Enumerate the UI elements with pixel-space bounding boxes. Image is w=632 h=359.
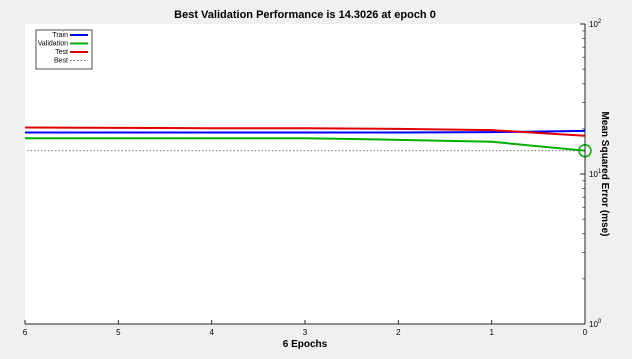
x-tick-label: 4 <box>209 328 214 337</box>
y-tick-label: 102 <box>589 19 602 29</box>
legend-label-test: Test <box>55 49 68 56</box>
y-tick-label: 101 <box>589 169 602 179</box>
series-line-test <box>24 126 586 137</box>
x-tick-label: 5 <box>116 328 121 337</box>
x-tick-label: 0 <box>583 328 588 337</box>
plot-area <box>25 24 585 324</box>
x-tick-label: 6 <box>23 328 28 337</box>
x-axis-label: 6 Epochs <box>283 339 328 350</box>
series-line-train <box>25 129 586 134</box>
legend-box <box>35 29 93 70</box>
y-tick-label: 100 <box>589 319 602 329</box>
x-tick-label: 2 <box>396 328 401 337</box>
legend-label-train: Train <box>52 32 68 39</box>
x-tick-label: 3 <box>303 328 308 337</box>
legend-label-validation: Validation <box>38 41 68 48</box>
series-line-validation <box>25 137 586 152</box>
x-tick-label: 1 <box>489 328 494 337</box>
legend-label-best: Best <box>54 58 68 65</box>
chart-title: Best Validation Performance is 14.3026 a… <box>174 9 436 21</box>
y-axis-label: Mean Squared Error (mse) <box>599 111 610 236</box>
